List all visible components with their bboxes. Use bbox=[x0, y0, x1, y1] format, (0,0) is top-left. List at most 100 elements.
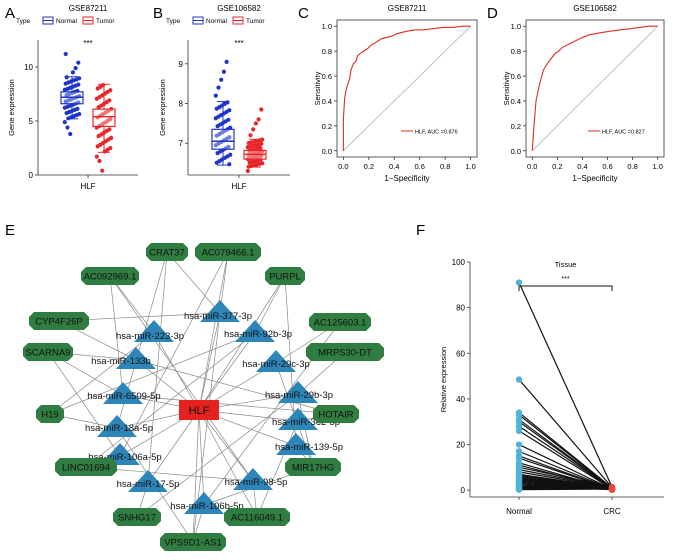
chart-title: GSE106582 bbox=[573, 4, 617, 13]
panel-f-paired: 0 20 40 60 80 100 Relative expression Normal CRC… bbox=[439, 258, 664, 516]
data-point bbox=[63, 51, 68, 57]
normal-point bbox=[515, 423, 523, 430]
gene-label: CRAT37 bbox=[149, 248, 185, 259]
gene-label: MRPS30-DT bbox=[318, 348, 372, 359]
panel-label-c: C bbox=[298, 5, 309, 22]
data-point bbox=[259, 107, 264, 112]
mirna-label: hsa-miR-92b-3p bbox=[224, 329, 292, 340]
gene-node bbox=[224, 508, 290, 526]
legend-label-normal: Normal bbox=[206, 18, 228, 25]
pair-line bbox=[518, 488, 613, 491]
normal-point bbox=[515, 427, 523, 435]
data-point bbox=[75, 106, 80, 111]
box-normal bbox=[211, 59, 235, 167]
mirna-label: hsa-miR-18a-5p bbox=[85, 423, 153, 434]
pair-line bbox=[518, 430, 613, 490]
x-tick-label: 0.2 bbox=[364, 162, 374, 171]
y-tick-label: 100 bbox=[452, 258, 466, 267]
normal-point bbox=[515, 486, 523, 493]
x-tick-label: 0.6 bbox=[602, 162, 612, 171]
y-axis-label: Relative expression bbox=[439, 347, 448, 412]
y-axis-label: Gene expression bbox=[158, 79, 167, 136]
box-iqr bbox=[92, 108, 116, 128]
gene-node bbox=[309, 313, 371, 331]
mirna-label: hsa-miR-106b-5p bbox=[170, 501, 243, 512]
x-tick-label: 1.0 bbox=[465, 162, 475, 171]
data-point bbox=[77, 76, 82, 81]
edge-mirna-gene bbox=[85, 332, 256, 468]
y-tick-label: 1.0 bbox=[322, 22, 332, 31]
x-tick-label: 1.0 bbox=[653, 162, 663, 171]
data-point bbox=[259, 141, 264, 146]
edge-hub-mirna bbox=[147, 409, 200, 484]
mirna-node bbox=[278, 408, 318, 430]
data-point bbox=[227, 135, 232, 140]
mirna-label: hsa-miR-29b-3p bbox=[265, 390, 333, 401]
gene-label: SCARNA9 bbox=[26, 348, 71, 359]
data-point bbox=[224, 59, 229, 64]
edge-hub-mirna bbox=[198, 332, 256, 411]
edge-mirna-gene bbox=[109, 275, 254, 482]
y-axis-label: Sensitivity bbox=[502, 71, 511, 105]
x-axis-label: 1−Specificity bbox=[572, 174, 617, 183]
legend-label: HLF, AUC =0.876 bbox=[415, 130, 458, 136]
chart-title: Tissue bbox=[555, 260, 577, 269]
roc-curve bbox=[342, 25, 471, 151]
chart-title: GSE106582 bbox=[217, 4, 261, 13]
data-point bbox=[228, 152, 233, 157]
data-point bbox=[76, 82, 81, 87]
legend-title: Type bbox=[16, 18, 30, 25]
significance-marker: *** bbox=[561, 276, 569, 283]
gene-node bbox=[81, 267, 139, 285]
gene-node bbox=[195, 243, 261, 261]
mirna-node bbox=[200, 300, 240, 322]
y-tick-label: 0.6 bbox=[511, 72, 521, 81]
y-tick-label: 0.2 bbox=[322, 122, 332, 131]
edge-mirna-gene bbox=[119, 251, 229, 457]
y-tick-label: 10 bbox=[24, 63, 33, 72]
box-iqr bbox=[211, 128, 235, 150]
data-point bbox=[213, 93, 218, 98]
x-tick-label: Normal bbox=[506, 507, 532, 516]
gene-node bbox=[313, 405, 359, 423]
panel-b-boxplot: GSE106582 Type Normal Tumor 7 8 9 Gene expressi… bbox=[158, 4, 290, 191]
gene-label: PURPL bbox=[269, 272, 301, 283]
data-point bbox=[227, 108, 232, 113]
data-point bbox=[108, 88, 113, 93]
mirna-node bbox=[235, 320, 275, 342]
mirna-node bbox=[103, 382, 143, 404]
data-point bbox=[68, 131, 73, 137]
roc-curve bbox=[531, 25, 658, 151]
normal-point bbox=[515, 418, 523, 425]
pair-line bbox=[518, 425, 613, 490]
mirna-label: hsa-miR-29c-3p bbox=[242, 359, 310, 370]
mirna-node bbox=[278, 381, 318, 403]
gene-label: H19 bbox=[41, 410, 58, 421]
gene-node bbox=[306, 343, 384, 361]
data-point bbox=[100, 168, 105, 173]
gene-node bbox=[265, 267, 305, 285]
edge-mirna-gene bbox=[135, 359, 337, 415]
gene-node bbox=[146, 243, 188, 261]
gene-node bbox=[36, 405, 64, 423]
y-tick-label: 0.6 bbox=[322, 72, 332, 81]
mirna-label: hsa-miR-133b bbox=[91, 356, 151, 367]
panel-label-d: D bbox=[487, 5, 498, 22]
gene-label: AC092969.1 bbox=[84, 272, 137, 283]
pair-line bbox=[518, 421, 613, 490]
data-point bbox=[260, 137, 265, 142]
mirna-node bbox=[276, 433, 316, 455]
edge-mirna-gene bbox=[256, 420, 299, 518]
mirna-node bbox=[116, 347, 156, 369]
gene-label: VPS9D1-AS1 bbox=[164, 538, 222, 549]
data-point bbox=[101, 83, 106, 88]
mirna-node bbox=[233, 468, 273, 490]
y-tick-label: 0.4 bbox=[511, 97, 521, 106]
mirna-label: hsa-miR-6509-5p bbox=[87, 391, 160, 402]
pair-line bbox=[518, 466, 613, 488]
panel-label-a: A bbox=[5, 5, 15, 22]
paired-lines bbox=[518, 282, 613, 491]
x-tick-label: 0.0 bbox=[527, 162, 537, 171]
pair-line bbox=[518, 414, 613, 489]
